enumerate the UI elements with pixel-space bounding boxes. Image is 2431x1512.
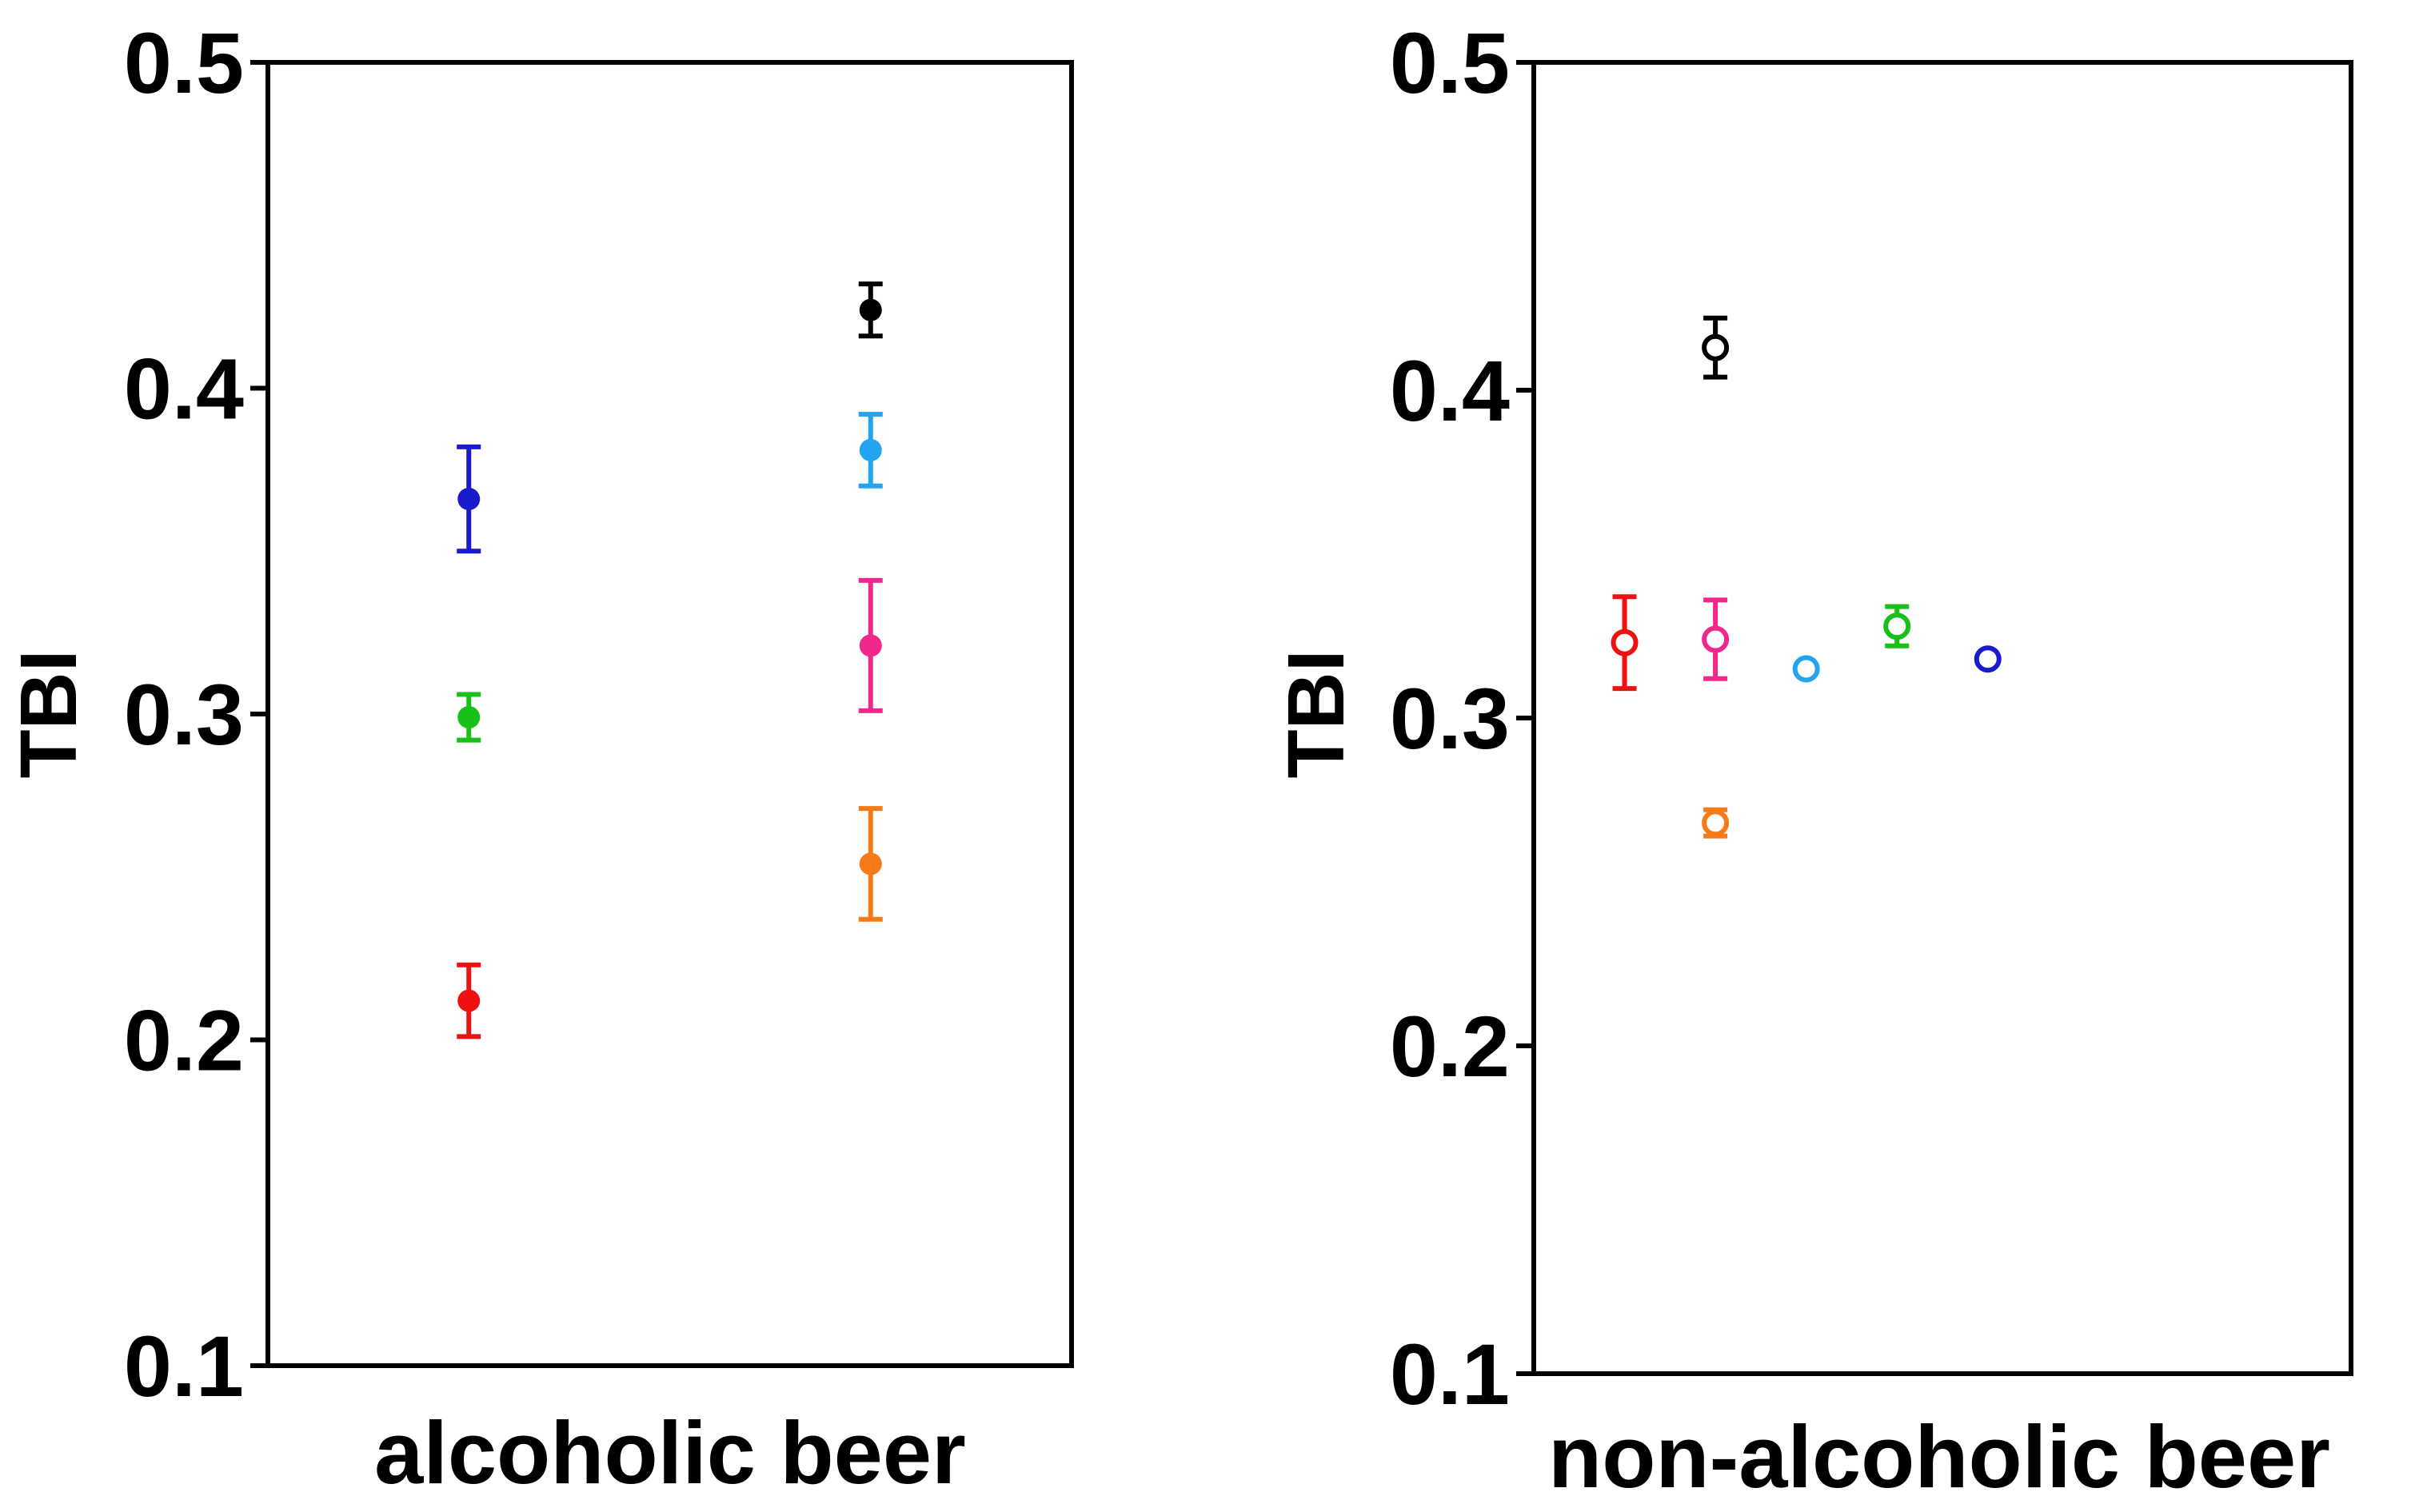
plot-frame: [265, 60, 1074, 1368]
data-point: [859, 634, 882, 657]
y-ticks: 0.1 0.2 0.3 0.4 0.5: [1390, 14, 1534, 1422]
y-tick-label: 0.1: [124, 1318, 244, 1414]
y-tick-label: 0.3: [124, 666, 244, 763]
x-axis-label: non-alcoholic beer: [1548, 1408, 2330, 1506]
data-point-group: [858, 281, 883, 339]
x-axis-label: alcoholic beer: [374, 1404, 966, 1502]
data-point: [457, 989, 481, 1012]
data-point-group: [1702, 597, 1730, 681]
data-point: [1883, 612, 1911, 640]
data-point: [1702, 333, 1730, 361]
data-point: [1702, 809, 1730, 837]
y-tick-label: 0.3: [1390, 670, 1510, 767]
data-point: [457, 488, 481, 511]
y-tick-label: 0.5: [1390, 14, 1510, 111]
data-point: [1792, 655, 1820, 683]
data-points: [457, 281, 883, 1039]
data-point-group: [1792, 655, 1820, 683]
data-point: [859, 298, 882, 321]
data-point-group: [1702, 315, 1730, 380]
data-point: [457, 706, 481, 729]
y-axis-label: TBI: [4, 649, 94, 778]
data-points: [1611, 315, 2002, 839]
y-tick-label: 0.5: [124, 14, 244, 111]
data-point: [1702, 625, 1730, 653]
data-point-group: [1974, 645, 2002, 673]
y-tick-label: 0.2: [124, 992, 244, 1089]
y-tick-label: 0.1: [1390, 1326, 1510, 1422]
data-point-group: [858, 806, 883, 922]
y-tick-label: 0.4: [1390, 342, 1510, 439]
data-point: [1611, 628, 1639, 656]
data-point-group: [1611, 594, 1639, 692]
data-point: [1974, 645, 2002, 673]
data-point: [859, 852, 882, 876]
y-ticks: 0.1 0.2 0.3 0.4 0.5: [124, 14, 268, 1414]
data-point: [859, 438, 882, 461]
data-point-group: [457, 444, 481, 554]
y-axis-label: TBI: [1271, 649, 1361, 778]
data-point-group: [858, 412, 883, 489]
chart-panel-alcoholic: 0.1 0.2 0.3 0.4 0.5 TBI alcoholic beer: [4, 14, 1074, 1502]
data-point-group: [457, 692, 481, 743]
data-point-group: [1702, 807, 1730, 839]
data-point-group: [858, 577, 883, 713]
data-point-group: [457, 962, 481, 1039]
chart-panel-non-alcoholic: 0.1 0.2 0.3 0.4 0.5 TBI non-alcoholic beer: [1271, 14, 2353, 1506]
data-point-group: [1883, 604, 1911, 648]
y-tick-label: 0.2: [1390, 998, 1510, 1095]
plot-frame: [1531, 60, 2353, 1376]
y-tick-label: 0.4: [124, 341, 244, 437]
